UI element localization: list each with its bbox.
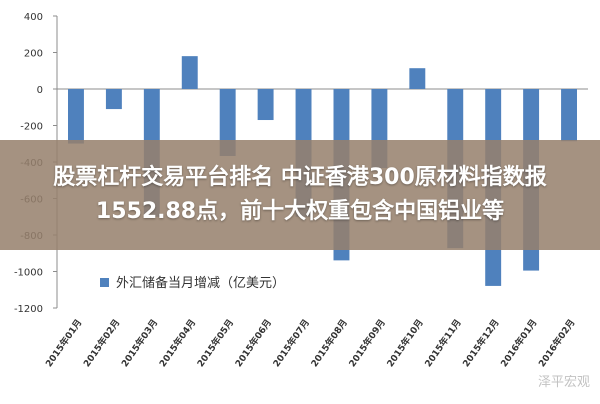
y-tick-label: 0 [37, 85, 43, 96]
x-tick-label: 2015年04月 [156, 317, 198, 369]
x-tick-label: 2015年10月 [384, 317, 426, 369]
x-tick-label: 2015年08月 [308, 317, 350, 369]
bar [561, 89, 578, 142]
x-tick-label: 2015年07月 [270, 317, 312, 369]
bar [409, 68, 426, 89]
x-tick-label: 2016年01月 [498, 317, 540, 369]
x-tick-label: 2015年06月 [232, 317, 274, 369]
bar [105, 89, 122, 110]
y-tick-label: 400 [24, 12, 43, 23]
legend-swatch [100, 278, 109, 287]
y-tick-label: -200 [20, 122, 43, 133]
x-tick-label: 2015年11月 [422, 317, 464, 369]
x-tick-label: 2015年09月 [346, 317, 388, 369]
x-tick-label: 2016年02月 [536, 317, 578, 369]
x-tick-label: 2015年03月 [119, 317, 161, 369]
watermark: 泽平宏观 [537, 375, 590, 390]
bar [219, 89, 236, 156]
legend-label: 外汇储备当月增减（亿美元） [116, 275, 285, 291]
headline-line-2: 1552.88点，前十大权重包含中国铝业等 [95, 199, 505, 224]
bar [181, 56, 198, 89]
x-tick-label: 2015年01月 [43, 317, 85, 369]
headline-line-1: 股票杠杆交易平台排名 中证香港300原材料指数报 [53, 165, 547, 190]
y-tick-label: -1000 [14, 268, 43, 279]
bar [257, 89, 274, 121]
y-tick-label: 200 [24, 49, 43, 60]
x-tick-label: 2015年12月 [460, 317, 502, 369]
x-tick-label: 2015年02月 [81, 317, 123, 369]
headline-banner: 股票杠杆交易平台排名 中证香港300原材料指数报 1552.88点，前十大权重包… [0, 140, 600, 250]
y-tick-label: -1200 [14, 304, 43, 315]
x-tick-label: 2015年05月 [194, 317, 236, 369]
bar [67, 89, 84, 144]
